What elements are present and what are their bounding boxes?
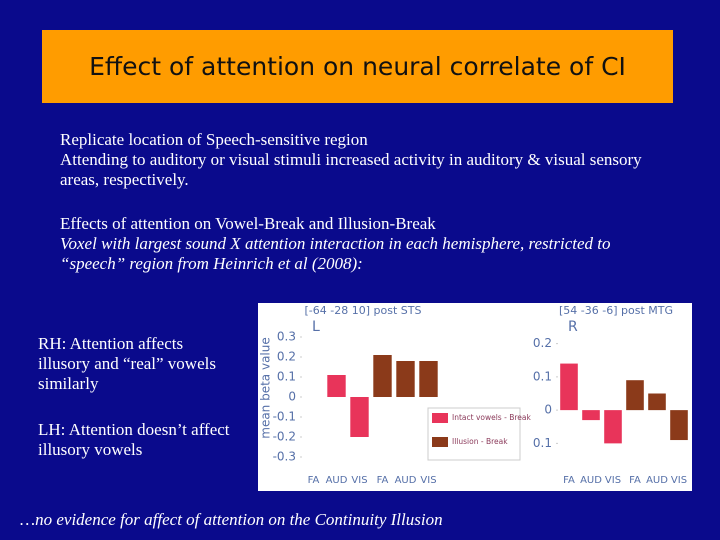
bar (350, 397, 369, 437)
legend-label: Illusion - Break (452, 437, 508, 446)
note: LH: Attention doesn’t affect illusory vo… (38, 420, 230, 459)
y-tick-label: 0.2 (277, 350, 296, 364)
line: Effects of attention on Vowel-Break and … (60, 214, 436, 233)
y-tick-label: 0.1 (533, 436, 552, 450)
x-tick-label: VIS (420, 475, 436, 486)
bar (419, 361, 438, 397)
x-tick-label: AUD (326, 475, 348, 486)
x-tick-label: FA (308, 475, 320, 486)
legend-swatch (432, 413, 448, 423)
chart-title: [-64 -28 10] post STS (305, 304, 422, 317)
y-tick-label: 0.2 (533, 336, 552, 350)
x-tick-label: FA (377, 475, 389, 486)
y-tick-label: 0.3 (277, 330, 296, 344)
line: Replicate location of Speech-sensitive r… (60, 130, 368, 149)
para: Replicate location of Speech-sensitive r… (60, 130, 660, 190)
y-tick-label: 0 (288, 390, 296, 404)
panel-label: L (312, 319, 320, 335)
x-tick-label: VIS (671, 475, 687, 486)
panel-label: R (568, 319, 578, 335)
x-tick-label: FA (563, 475, 575, 486)
conclusion: …no evidence for affect of attention on … (20, 510, 443, 529)
bar (670, 410, 688, 441)
x-tick-label: AUD (580, 475, 602, 486)
bar (648, 393, 666, 411)
x-tick-label: AUD (395, 475, 417, 486)
bar (626, 380, 644, 411)
note: RH: Attention affects illusory and “real… (38, 334, 216, 393)
y-tick-label: -0.3 (273, 450, 296, 464)
y-tick-label: -0.2 (273, 430, 296, 444)
x-tick-label: AUD (646, 475, 668, 486)
bar (560, 363, 578, 411)
legend-swatch (432, 437, 448, 447)
bar (582, 410, 600, 421)
bar (373, 355, 392, 397)
x-tick-label: VIS (605, 475, 621, 486)
y-tick-label: 0.1 (277, 370, 296, 384)
slide-title: Effect of attention on neural correlate … (89, 52, 626, 81)
x-tick-label: FA (629, 475, 641, 486)
x-tick-label: VIS (351, 475, 367, 486)
bar (396, 361, 415, 397)
line: Voxel with largest sound X attention int… (60, 234, 611, 273)
y-axis-label: mean beta value (259, 337, 273, 439)
title-box: Effect of attention on neural correlate … (42, 30, 673, 103)
y-tick-label: 0 (544, 403, 552, 417)
chart-title: [54 -36 -6] post MTG (559, 304, 673, 317)
bar (604, 410, 622, 444)
legend-label: Intact vowels - Break (452, 413, 531, 422)
bar (327, 375, 346, 397)
y-tick-label: -0.1 (273, 410, 296, 424)
y-tick-label: 0.1 (533, 369, 552, 383)
para: Effects of attention on Vowel-Break and … (60, 214, 660, 274)
line: Attending to auditory or visual stimuli … (60, 150, 642, 189)
